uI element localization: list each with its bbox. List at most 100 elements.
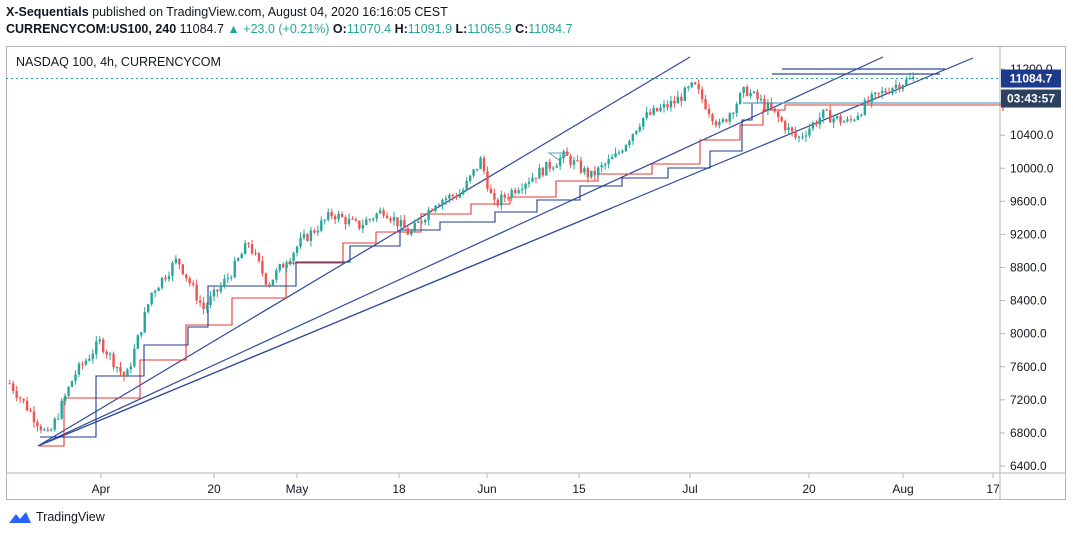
candle-body — [908, 78, 912, 80]
candle-body — [707, 109, 711, 115]
candle-body — [129, 366, 133, 370]
candle-body — [783, 121, 787, 131]
candle-body — [538, 167, 541, 179]
candle-body — [115, 367, 119, 369]
candle-body — [534, 177, 538, 179]
candle-body — [579, 160, 583, 173]
candle-body — [527, 181, 531, 184]
candle-body — [434, 205, 437, 211]
candle-body — [354, 219, 358, 221]
x-axis-ticks: Apr 20 May 18 Jun 15 Jul 20 Aug 17 — [92, 473, 1000, 496]
candle-body — [164, 277, 167, 280]
candle-body — [901, 85, 905, 90]
candle-body — [801, 136, 804, 138]
candle-body — [617, 152, 621, 154]
candle-body — [624, 145, 628, 152]
candle-body — [642, 117, 645, 127]
candle-body — [770, 102, 773, 109]
close-value: 11084.7 — [528, 22, 573, 36]
candle-body — [545, 161, 548, 176]
candle-body — [302, 234, 306, 238]
y-axis-ticks: 11200.010800.010400.010000.09600.09200.0… — [1000, 62, 1054, 473]
candle-body — [912, 77, 915, 79]
candle-body — [437, 204, 441, 206]
candle-body — [562, 151, 565, 159]
candle-body — [742, 86, 745, 93]
low-label: L: — [455, 22, 468, 36]
candle-body — [541, 167, 545, 176]
y-tick-label: 6400.0 — [1010, 459, 1047, 473]
candle-body — [288, 260, 292, 265]
candle-body — [60, 400, 63, 419]
candle-body — [773, 108, 776, 112]
trend-line — [37, 207, 613, 447]
candle-body — [652, 108, 655, 115]
candle-body — [140, 332, 143, 336]
candle-body — [29, 410, 32, 412]
author-name[interactable]: X-Sequentials — [6, 5, 89, 19]
y-tick-label: 7200.0 — [1010, 393, 1047, 407]
candle-body — [842, 121, 846, 123]
candle-body — [292, 252, 295, 261]
candle-body — [243, 243, 247, 255]
candle-body — [309, 230, 313, 241]
tradingview-logo-icon — [9, 512, 31, 523]
candle-body — [340, 213, 344, 218]
candle-body — [223, 279, 226, 286]
candle-body — [887, 92, 891, 94]
candle-body — [22, 398, 25, 401]
candle-body — [846, 119, 849, 122]
candles — [8, 72, 915, 434]
x-tick-label: 20 — [207, 482, 221, 496]
candle-body — [808, 128, 811, 136]
candle-body — [136, 335, 140, 349]
candle-body — [195, 284, 198, 301]
candle-body — [891, 88, 894, 94]
candle-body — [202, 302, 205, 310]
candle-body — [645, 112, 648, 118]
candle-body — [399, 220, 403, 227]
pane-title: NASDAQ 100, 4h, CURRENCYCOM — [16, 55, 221, 69]
candle-body — [77, 363, 81, 375]
candle-body — [230, 277, 233, 279]
candle-body — [825, 109, 828, 111]
candle-body — [690, 82, 693, 88]
open-value: 11070.4 — [346, 22, 392, 36]
candle-body — [365, 219, 368, 225]
candle-body — [818, 117, 821, 125]
candle-body — [680, 96, 683, 101]
candle-body — [327, 212, 330, 220]
publish-header: X-Sequentials published on TradingView.c… — [6, 4, 573, 38]
candle-body — [552, 167, 555, 169]
footer: TradingView — [8, 510, 105, 524]
candle-body — [815, 122, 818, 125]
candle-body — [389, 218, 392, 221]
candle-body — [178, 258, 181, 265]
candle-body — [361, 224, 365, 229]
symbol-label: CURRENCYCOM:US100, 240 — [6, 22, 177, 36]
candle-body — [15, 391, 18, 398]
candle-body — [687, 87, 690, 89]
candle-body — [880, 91, 884, 94]
step-line-red — [40, 104, 1004, 447]
candle-body — [385, 215, 389, 219]
candle-body — [11, 383, 15, 392]
candle-body — [628, 140, 631, 146]
candle-body — [171, 262, 174, 276]
candle-body — [185, 274, 188, 279]
candle-body — [468, 175, 472, 181]
candle-body — [133, 348, 136, 367]
candle-body — [905, 79, 908, 86]
footer-brand[interactable]: TradingView — [36, 510, 105, 524]
candle-body — [119, 367, 122, 372]
candle-body — [693, 82, 697, 85]
candle-body — [475, 168, 479, 170]
candle-body — [126, 369, 129, 377]
candle-body — [392, 217, 396, 221]
y-tick-label: 8400.0 — [1010, 294, 1047, 308]
candle-body — [870, 94, 873, 103]
chart-frame[interactable] — [6, 46, 1066, 500]
candle-body — [219, 285, 223, 292]
candle-body — [797, 136, 801, 138]
